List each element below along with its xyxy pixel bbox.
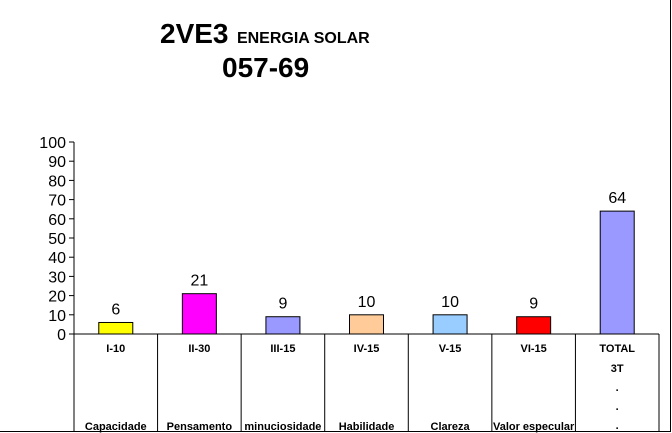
total-note: . xyxy=(616,382,619,394)
category-description: Capacidade xyxy=(85,421,147,433)
bar-value-label: 9 xyxy=(529,296,538,313)
total-note: . xyxy=(616,401,619,413)
chart-title: 2VE3 ENERGIA SOLAR xyxy=(160,18,370,50)
y-tick-label: 90 xyxy=(48,154,66,171)
bar xyxy=(349,314,384,335)
bar-value-label: 64 xyxy=(608,190,626,207)
category-description: Clareza xyxy=(431,421,471,433)
category-label: I-10 xyxy=(106,343,125,355)
category-label: VI-15 xyxy=(520,343,546,355)
chart-subtitle: ENERGIA SOLAR xyxy=(236,30,370,47)
category-description: minuciosidade xyxy=(244,421,321,433)
y-tick-label: 70 xyxy=(48,193,66,210)
y-tick-label: 0 xyxy=(57,327,66,344)
bar xyxy=(181,293,217,335)
bar-value-label: 21 xyxy=(190,273,208,290)
category-label: TOTAL xyxy=(599,343,635,355)
category-label: V-15 xyxy=(439,343,462,355)
y-tick-label: 30 xyxy=(48,269,66,286)
y-tick-label: 10 xyxy=(48,308,66,325)
bar-value-label: 10 xyxy=(441,294,459,311)
bar xyxy=(432,314,468,335)
category-label: IV-15 xyxy=(354,343,380,355)
y-tick-label: 80 xyxy=(48,173,66,190)
bar xyxy=(516,316,552,335)
y-tick-label: 60 xyxy=(48,212,66,229)
bar-value-label: 10 xyxy=(358,294,376,311)
chart-title-main: 2VE3 xyxy=(160,18,229,49)
category-description: Habilidade xyxy=(339,421,395,433)
y-tick-label: 20 xyxy=(48,289,66,306)
category-description: Pensamento xyxy=(167,421,233,433)
y-tick-label: 100 xyxy=(39,135,66,152)
chart-code: 057-69 xyxy=(222,52,310,83)
y-tick-label: 40 xyxy=(48,250,66,267)
category-label: III-15 xyxy=(270,343,295,355)
bar-value-label: 9 xyxy=(278,296,287,313)
total-note: . xyxy=(616,420,619,432)
bar xyxy=(98,321,134,335)
bar-value-label: 6 xyxy=(111,301,120,318)
total-note: 3T xyxy=(611,363,624,375)
category-label: II-30 xyxy=(188,343,210,355)
category-description: Valor especular xyxy=(493,421,575,433)
bar xyxy=(599,210,635,335)
y-tick-label: 50 xyxy=(48,231,66,248)
bar xyxy=(265,316,301,335)
